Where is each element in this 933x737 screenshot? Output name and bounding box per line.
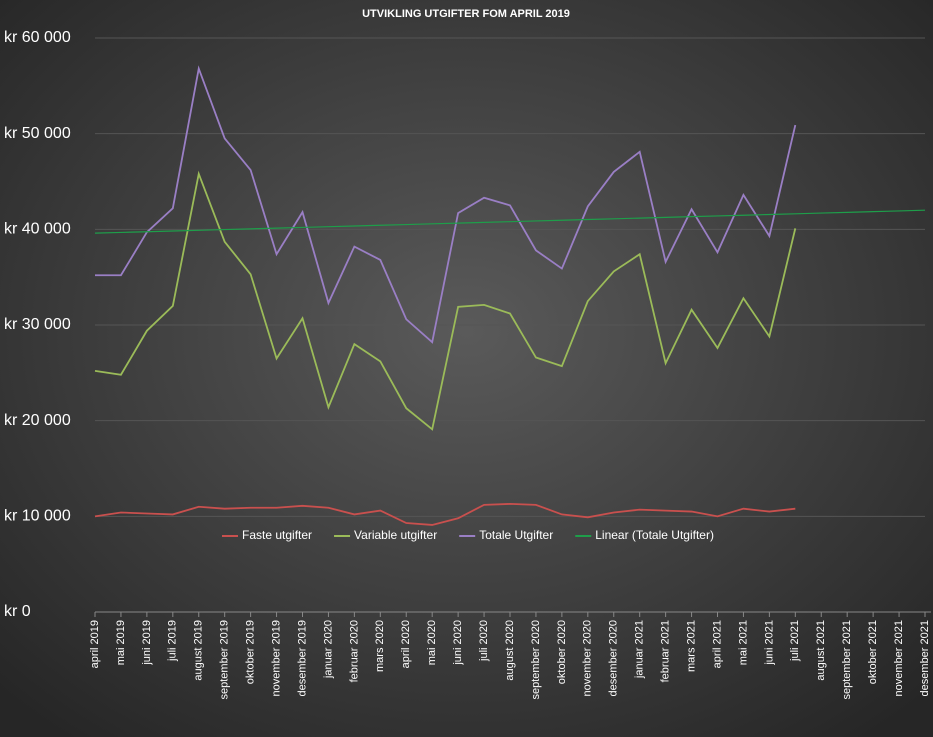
x-tick-label: juni 2021 <box>763 620 775 666</box>
x-tick-label: oktober 2019 <box>245 620 257 684</box>
series-line <box>94 170 797 431</box>
x-tick-label: juli 2019 <box>167 620 179 662</box>
x-tick-label: august 2021 <box>815 620 827 681</box>
x-tick-label: januar 2021 <box>634 620 646 679</box>
x-tick-label: oktober 2020 <box>556 620 568 684</box>
legend-label: Variable utgifter <box>354 528 437 542</box>
x-tick-label: desember 2019 <box>296 620 308 696</box>
x-tick-label: juni 2020 <box>452 620 464 666</box>
x-tick-label: februar 2021 <box>660 620 672 682</box>
x-tick-label: desember 2020 <box>608 620 620 696</box>
y-tick-label: kr 10 000 <box>4 508 71 525</box>
x-tick-label: november 2020 <box>582 620 594 696</box>
y-tick-label: kr 40 000 <box>4 221 71 238</box>
x-tick-label: januar 2020 <box>322 620 334 679</box>
x-tick-label: mai 2021 <box>737 620 749 665</box>
x-tick-label: juni 2019 <box>141 620 153 666</box>
y-tick-label: kr 60 000 <box>4 29 71 46</box>
x-tick-label: juli 2020 <box>478 620 490 662</box>
series-line <box>94 502 796 526</box>
x-tick-label: april 2019 <box>89 620 101 668</box>
x-tick-label: mai 2019 <box>115 620 127 665</box>
y-tick-label: kr 50 000 <box>4 125 71 142</box>
x-tick-label: april 2020 <box>400 620 412 668</box>
x-tick-label: november 2021 <box>893 620 905 696</box>
x-tick-label: november 2019 <box>270 620 282 696</box>
x-tick-label: august 2020 <box>504 620 516 681</box>
legend-label: Linear (Totale Utgifter) <box>595 528 714 542</box>
x-tick-label: oktober 2021 <box>867 620 879 684</box>
x-tick-label: desember 2021 <box>919 620 931 696</box>
x-tick-label: februar 2020 <box>348 620 360 682</box>
series-line <box>95 65 797 344</box>
x-tick-label: september 2019 <box>219 620 231 700</box>
y-tick-label: kr 30 000 <box>4 316 71 333</box>
legend-label: Faste utgifter <box>242 528 312 542</box>
series-line <box>94 209 926 234</box>
x-tick-label: september 2021 <box>841 620 853 700</box>
y-tick-label: kr 20 000 <box>4 412 71 429</box>
legend-label: Totale Utgifter <box>479 528 553 542</box>
x-tick-label: mars 2020 <box>374 620 386 672</box>
x-tick-label: mai 2020 <box>426 620 438 665</box>
chart-title: UTVIKLING UTGIFTER FOM APRIL 2019 <box>362 8 570 20</box>
x-tick-label: mars 2021 <box>685 620 697 672</box>
x-tick-label: august 2019 <box>193 620 205 681</box>
x-tick-label: april 2021 <box>711 620 723 668</box>
x-tick-label: september 2020 <box>530 620 542 700</box>
x-tick-label: juli 2021 <box>789 620 801 662</box>
y-tick-label: kr 0 <box>4 603 31 620</box>
